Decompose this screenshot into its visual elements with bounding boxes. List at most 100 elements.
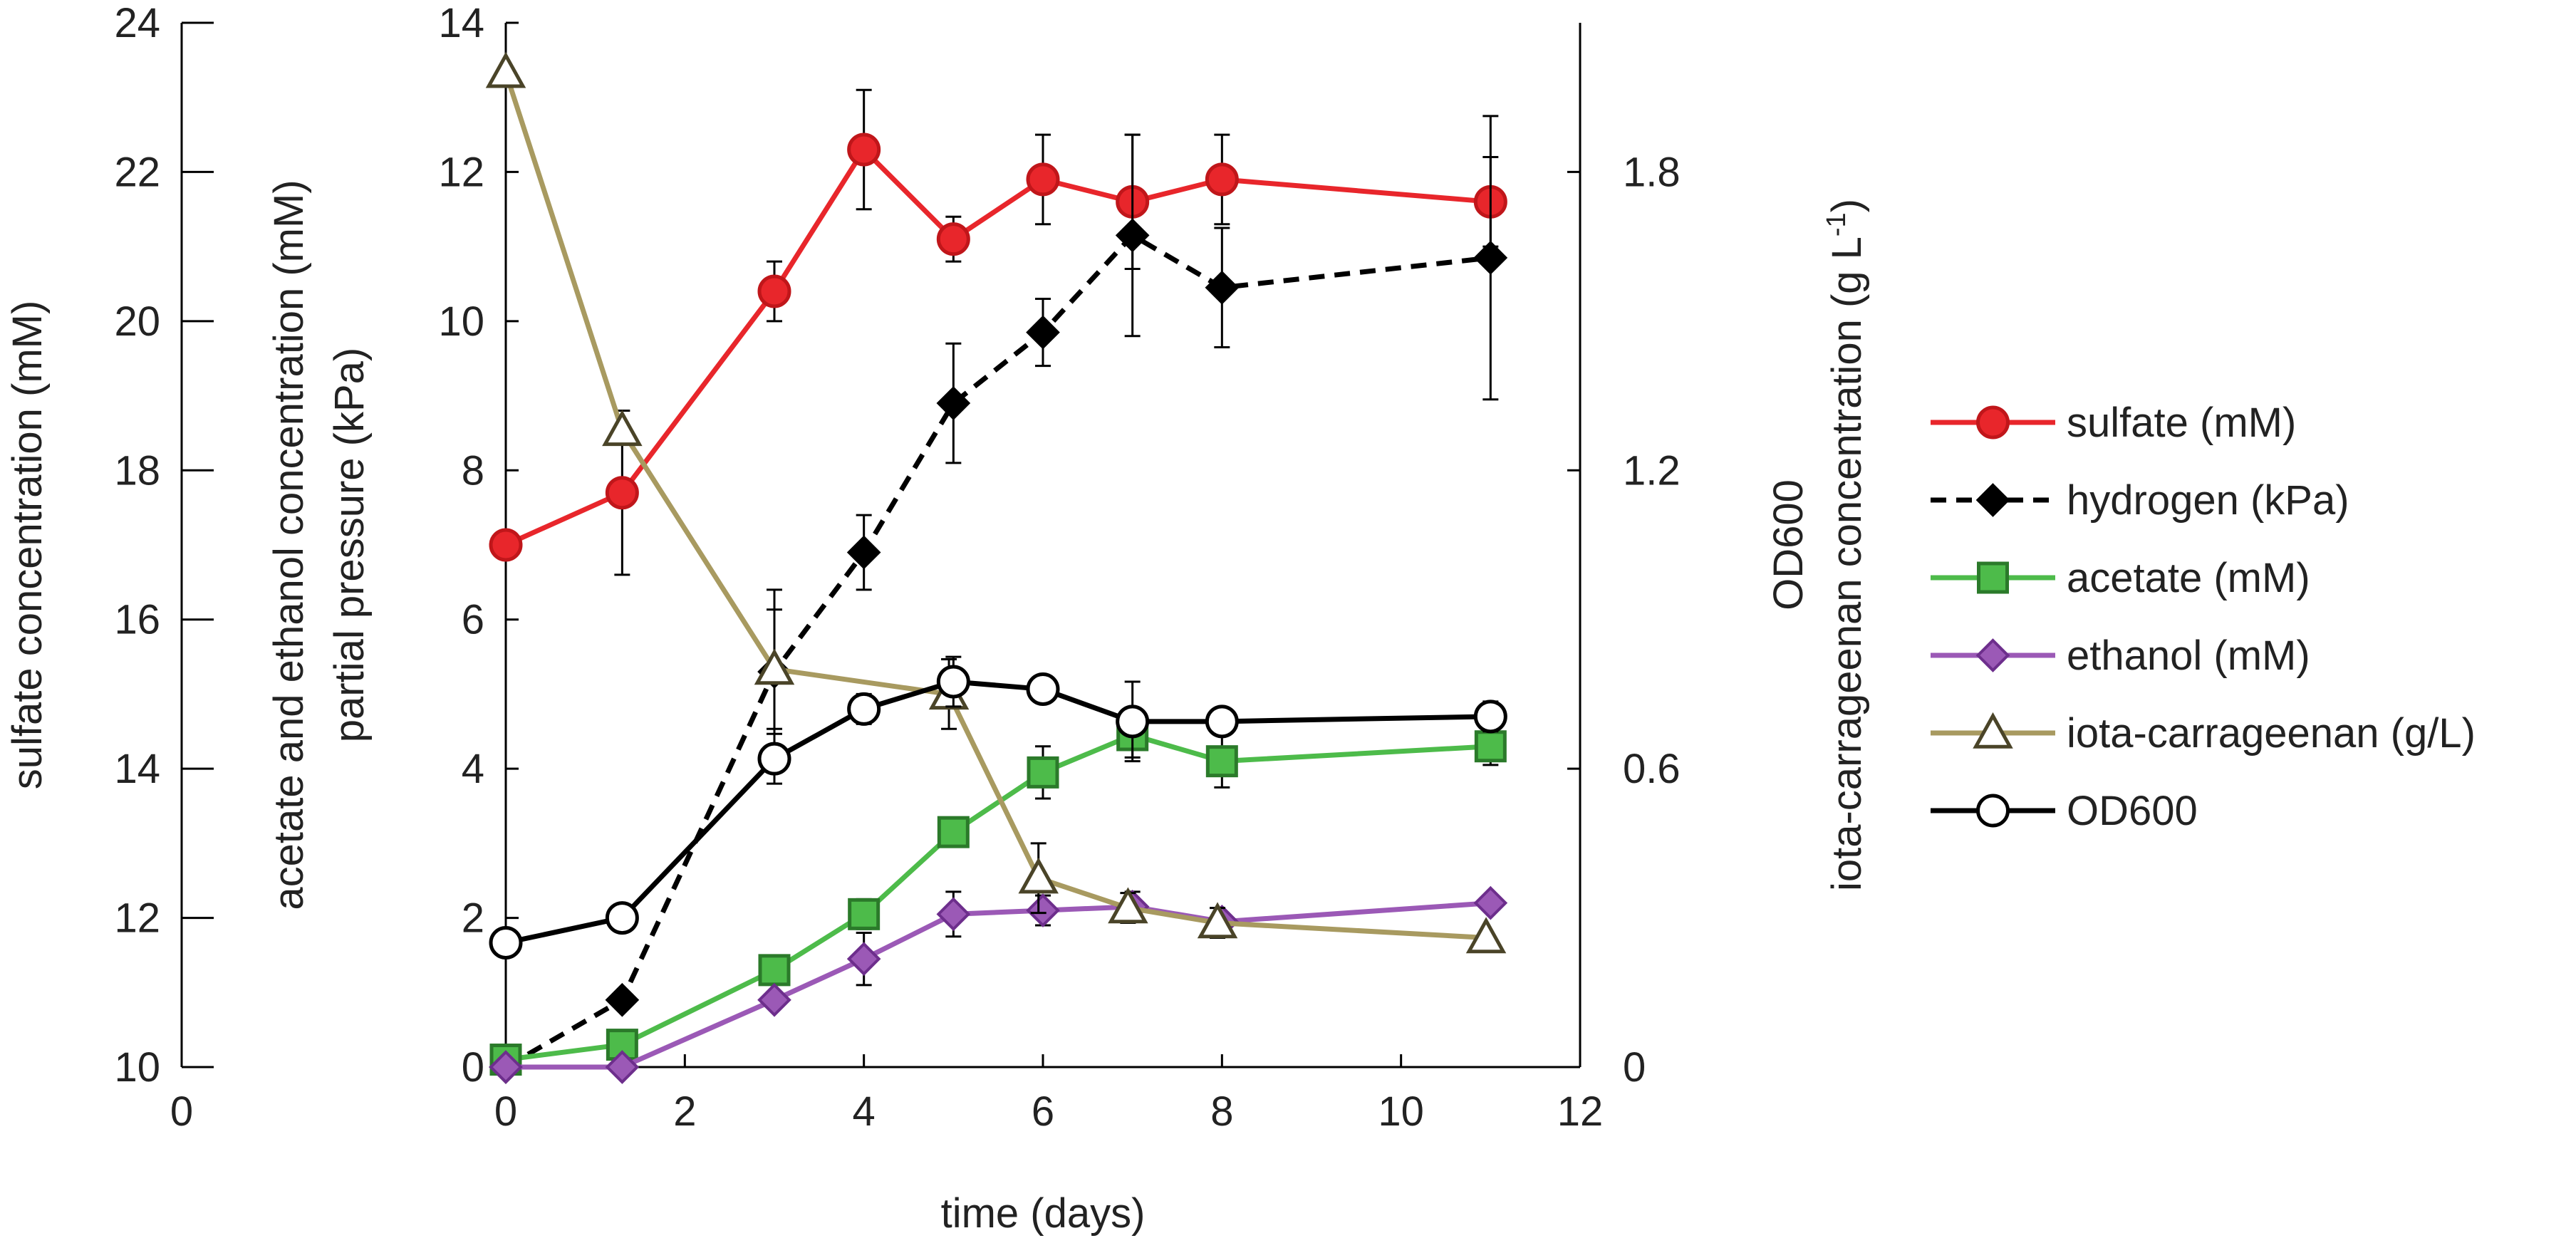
legend-marker [1975, 483, 2010, 517]
data-point [1018, 857, 1059, 894]
sulfate-y-tick-label: 16 [114, 597, 160, 643]
data-point [1026, 893, 1060, 927]
data-point [757, 274, 791, 308]
legend-marker [1976, 794, 2010, 828]
data-point [936, 665, 970, 699]
data-point [936, 897, 971, 932]
legend-marker [1973, 712, 2013, 749]
data-point [1205, 704, 1239, 739]
data-point [485, 51, 526, 88]
series-line [504, 147, 1491, 548]
right-y-axis-title-end: ) [1824, 199, 1870, 212]
series-sulfate [489, 88, 1507, 576]
main-y-tick-label: 14 [438, 0, 484, 46]
main-y-axis-title-line2: partial pressure (kPa) [326, 348, 373, 742]
series-layer [485, 51, 1508, 1084]
series-line [504, 232, 1491, 1070]
legend-item: OD600 [1931, 788, 2198, 834]
right-y-tick-label: 1.2 [1623, 447, 1681, 494]
data-point [1197, 902, 1238, 939]
main-y-tick-label: 2 [462, 895, 484, 942]
data-point [1474, 730, 1507, 763]
data-point [757, 982, 791, 1017]
legend-marker [1977, 561, 2009, 594]
legend-marker [1976, 405, 2010, 440]
data-point [605, 982, 640, 1017]
main-y-tick-label: 6 [462, 597, 484, 643]
legend-label: acetate (mM) [2067, 555, 2310, 601]
legend-item: sulfate (mM) [1931, 400, 2296, 446]
sulfate-y-tick-label: 10 [114, 1044, 160, 1091]
data-point [605, 476, 639, 510]
data-point [1116, 704, 1150, 739]
legend-label: OD600 [2067, 788, 2198, 834]
legend: sulfate (mM) hydrogen (kPa) acetate (mM) et… [1931, 400, 2476, 834]
x-tick-label: 0 [494, 1088, 517, 1135]
sulfate-y-tick-label: 14 [114, 746, 160, 792]
data-point [846, 535, 881, 570]
data-point [602, 410, 643, 447]
data-point [1473, 241, 1508, 275]
data-point [1026, 672, 1060, 706]
main-y-tick-label: 8 [462, 447, 484, 494]
right-y-tick-label: 1.8 [1623, 149, 1681, 195]
x-tick-label: 4 [853, 1088, 876, 1135]
legend-item: acetate (mM) [1931, 555, 2310, 601]
data-point [1026, 162, 1060, 197]
main-y-axis-title-line1: acetate and ethanol concentration (mM) [266, 180, 312, 910]
data-point [1473, 885, 1508, 920]
data-point [489, 925, 523, 960]
series-acetate [489, 712, 1507, 1076]
series-line [505, 679, 1491, 945]
right-y-axis-title-sup: -1 [1822, 212, 1852, 236]
sulfate-y-tick-label: 18 [114, 447, 160, 494]
data-point [758, 954, 791, 987]
x-tick-label: 6 [1032, 1088, 1054, 1135]
right-y-axis-title-line1: OD600 [1765, 479, 1812, 610]
data-point [1026, 315, 1060, 350]
data-point [1108, 887, 1148, 924]
data-point [1465, 917, 1507, 954]
data-point [847, 692, 881, 726]
x-tick-label: 10 [1378, 1088, 1424, 1135]
main-y-tick-label: 4 [462, 746, 484, 792]
legend-item: ethanol (mM) [1931, 633, 2310, 679]
series-hydrogen [489, 115, 1508, 1084]
right-y-tick-label: 0.6 [1623, 746, 1681, 792]
data-point [757, 742, 791, 776]
data-point [1205, 270, 1240, 305]
sulfate-y-tick-label: 22 [114, 149, 160, 195]
sulfate-y-tick-label: 24 [114, 0, 160, 46]
sulfate-axis-zero-label: 0 [170, 1088, 193, 1135]
data-point [846, 942, 881, 976]
data-point [1205, 162, 1239, 197]
sulfate-y-axis-title: sulfate concentration (mM) [4, 301, 51, 790]
data-point [847, 132, 881, 167]
data-point [1205, 745, 1238, 778]
series-ethanol [489, 885, 1508, 1084]
data-point [754, 648, 795, 685]
x-tick-label: 8 [1210, 1088, 1233, 1135]
data-point [937, 816, 970, 848]
data-point [1473, 700, 1507, 734]
legend-label: hydrogen (kPa) [2067, 477, 2349, 524]
legend-label: iota-carrageenan (g/L) [2067, 710, 2476, 756]
x-tick-label: 12 [1557, 1088, 1604, 1135]
right-y-axis-title-main: iota-carrageenan concentration (g L [1824, 236, 1870, 891]
right-y-tick-label: 0 [1623, 1044, 1646, 1091]
data-point [1115, 218, 1150, 253]
legend-label: ethanol (mM) [2067, 633, 2310, 679]
legend-item: iota-carrageenan (g/L) [1931, 710, 2476, 756]
legend-marker [1975, 638, 2010, 672]
legend-item: hydrogen (kPa) [1931, 477, 2349, 524]
main-y-tick-label: 10 [438, 298, 484, 345]
data-point [936, 222, 970, 256]
sulfate-y-tick-label: 12 [114, 895, 160, 942]
sulfate-y-tick-label: 20 [114, 298, 160, 345]
x-axis-title: time (days) [941, 1190, 1146, 1237]
data-point [605, 901, 639, 935]
series-line [505, 732, 1491, 1063]
data-point [489, 1050, 523, 1084]
